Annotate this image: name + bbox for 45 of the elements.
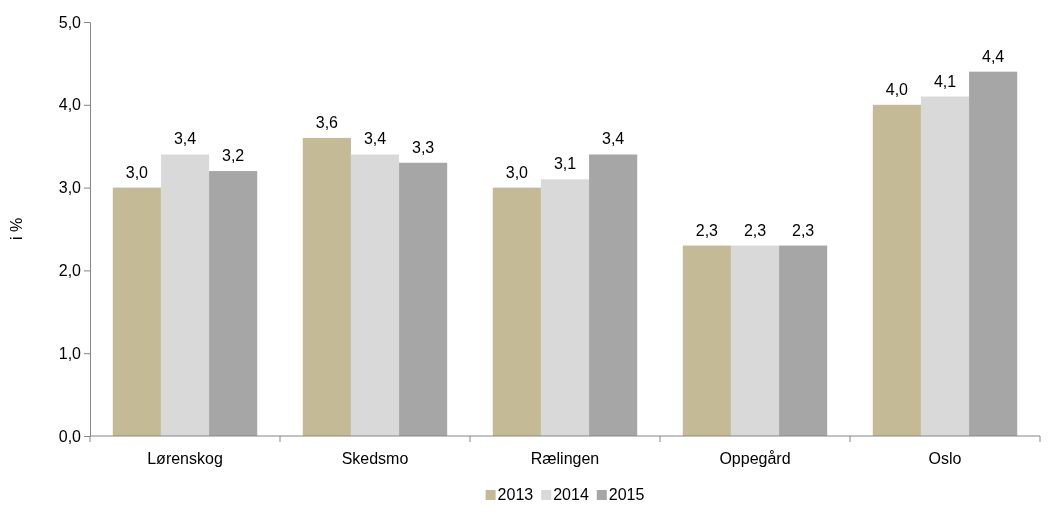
x-tick-label: Oslo: [928, 450, 962, 467]
data-label: 3,4: [363, 130, 387, 148]
y-axis-title: i %: [8, 217, 25, 241]
data-label: 4,1: [933, 72, 957, 90]
legend-label: 2014: [553, 486, 589, 503]
data-label: 3,0: [505, 163, 529, 181]
x-tick-label: Rælingen: [530, 450, 600, 467]
bar: [399, 162, 448, 436]
y-tick-label: 5,0: [58, 13, 82, 31]
data-label: 2,3: [743, 221, 767, 239]
bar: [160, 154, 210, 436]
bar: [589, 154, 638, 436]
bar: [872, 104, 921, 436]
x-tick-label: Lørenskog: [147, 450, 223, 467]
data-label: 3,1: [553, 155, 577, 173]
data-label: 4,4: [982, 47, 1005, 65]
y-tick-label: 4,0: [58, 96, 82, 114]
data-label: 3,3: [412, 138, 435, 156]
bar: [682, 245, 731, 436]
bar: [730, 245, 780, 436]
x-tick-label: Oppegård: [719, 450, 791, 467]
data-label: 3,6: [315, 113, 339, 131]
bar: [920, 96, 970, 436]
data-label: 3,4: [602, 130, 625, 148]
bar: [492, 187, 541, 436]
data-label: 3,2: [222, 147, 245, 165]
y-tick-label: 0,0: [58, 427, 82, 445]
y-tick-label: 2,0: [58, 262, 82, 280]
data-label: 3,4: [173, 130, 197, 148]
y-tick-label: 1,0: [58, 344, 82, 362]
bar: [302, 137, 351, 436]
bar: [540, 179, 590, 436]
bar: [969, 71, 1018, 436]
x-tick-label: Skedsmo: [341, 450, 409, 467]
data-label: 4,0: [885, 80, 909, 98]
data-label: 3,0: [125, 163, 149, 181]
y-tick-label: 3,0: [58, 179, 82, 197]
legend-label: 2013: [497, 486, 534, 503]
bar: [779, 245, 828, 436]
data-label: 2,3: [792, 221, 815, 239]
bar: [209, 171, 258, 436]
bar: [350, 154, 400, 436]
legend-label: 2015: [608, 486, 645, 503]
bar: [112, 187, 161, 436]
data-label: 2,3: [695, 221, 719, 239]
